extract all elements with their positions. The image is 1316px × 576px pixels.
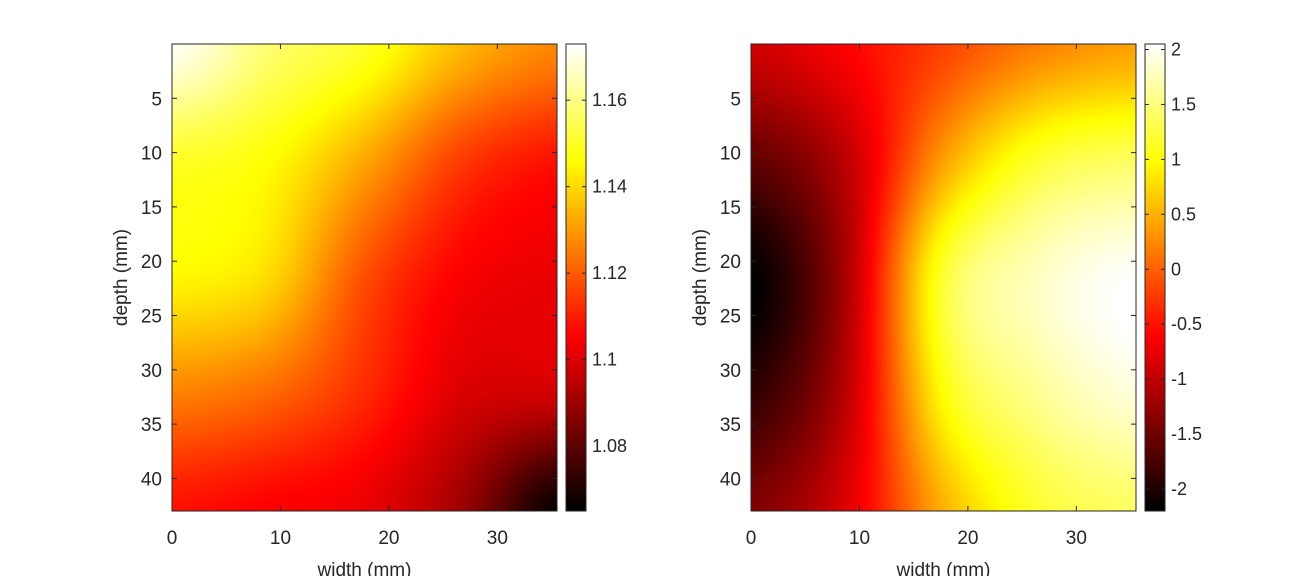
x-tick-label: 10 (849, 528, 870, 549)
plot-frame-left (171, 43, 558, 512)
colorbar-frame-left (565, 43, 587, 512)
y-tick-label: 20 (141, 252, 162, 273)
y-tick-label: 15 (141, 198, 162, 219)
x-tick-label: 10 (270, 528, 291, 549)
colorbar-frame-right (1144, 43, 1166, 512)
heatmap-right (751, 44, 1136, 511)
x-tick-label: 30 (487, 528, 508, 549)
y-tick-label: 20 (720, 252, 741, 273)
colorbar-tick-label: 1.16 (592, 90, 627, 110)
y-tick-label: 25 (141, 307, 162, 328)
x-axis-label-left: width (mm) (317, 560, 412, 576)
y-tick-label: 40 (141, 469, 162, 490)
colorbar-tick-label: 1 (1171, 149, 1181, 169)
heatmap-left (172, 44, 557, 511)
colorbar-tick-label: 1.12 (592, 263, 627, 283)
plot-frame-right (750, 43, 1137, 512)
panel-left: 0 10 20 30 5 10 15 20 25 30 35 40 width (mm) depth… (111, 43, 627, 576)
colorbar-tick-label: -0.5 (1171, 314, 1202, 334)
colorbar-tick-label: 0 (1171, 259, 1181, 279)
y-tick-label: 40 (720, 469, 741, 490)
y-tick-label: 35 (720, 415, 741, 436)
x-tick-label: 20 (957, 528, 978, 549)
colorbar-tick-label: -1.5 (1171, 424, 1202, 444)
colorbar-tick-label: 1.14 (592, 177, 627, 197)
y-axis-label-left: depth (mm) (111, 229, 132, 326)
y-tick-label: 30 (141, 361, 162, 382)
x-tick-label: 0 (167, 528, 178, 549)
y-tick-label: 30 (720, 361, 741, 382)
colorbar-tick-label: 1.5 (1171, 94, 1196, 114)
colorbar-tick-label: 2 (1171, 39, 1181, 59)
x-axis-label-right: width (mm) (896, 560, 991, 576)
y-ticks-right: 5 10 15 20 25 30 35 40 (720, 89, 1136, 490)
x-tick-label: 0 (746, 528, 757, 549)
y-ticks-left: 5 10 15 20 25 30 35 40 (141, 89, 557, 490)
x-ticks-right: 0 10 20 30 (746, 44, 1087, 549)
colorbar-tick-label: -1 (1171, 369, 1187, 389)
y-axis-label-right: depth (mm) (690, 229, 711, 326)
y-tick-label: 5 (730, 89, 741, 110)
colorbar-right (1145, 44, 1165, 511)
y-tick-label: 25 (720, 307, 741, 328)
colorbar-tick-label: -2 (1171, 479, 1187, 499)
colorbar-tick-label: 1.1 (592, 350, 617, 370)
y-tick-label: 15 (720, 198, 741, 219)
y-tick-label: 10 (720, 144, 741, 165)
colorbar-tick-label: 0.5 (1171, 204, 1196, 224)
x-tick-label: 20 (378, 528, 399, 549)
y-tick-label: 10 (141, 144, 162, 165)
y-tick-label: 35 (141, 415, 162, 436)
colorbar-tick-label: 1.08 (592, 436, 627, 456)
y-tick-label: 5 (151, 89, 162, 110)
x-tick-label: 30 (1066, 528, 1087, 549)
colorbar-left (566, 44, 586, 511)
x-ticks-left: 0 10 20 30 (167, 44, 508, 549)
colorbar-ticks-right: 2 1.5 1 0.5 0 -0.5 -1 -1.5 -2 (1145, 39, 1202, 499)
colorbar-ticks-left: 1.08 1.1 1.12 1.14 1.16 (566, 90, 627, 456)
